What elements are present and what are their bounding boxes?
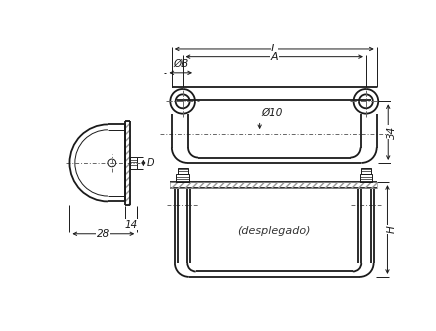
Text: L: L — [271, 44, 277, 54]
Text: Ø10: Ø10 — [261, 108, 283, 118]
Bar — [177, 174, 189, 182]
Text: (desplegado): (desplegado) — [238, 226, 311, 236]
Bar — [125, 120, 130, 205]
Text: 14: 14 — [124, 219, 138, 229]
Text: A: A — [270, 52, 278, 62]
Text: 34: 34 — [387, 125, 397, 139]
Bar — [360, 174, 372, 182]
Bar — [130, 157, 137, 169]
Bar — [170, 182, 378, 188]
Text: H: H — [386, 226, 396, 233]
Bar — [361, 167, 371, 174]
Text: D: D — [147, 158, 155, 168]
Text: ØB: ØB — [173, 59, 188, 69]
Text: 28: 28 — [97, 229, 110, 239]
Bar — [177, 167, 187, 174]
